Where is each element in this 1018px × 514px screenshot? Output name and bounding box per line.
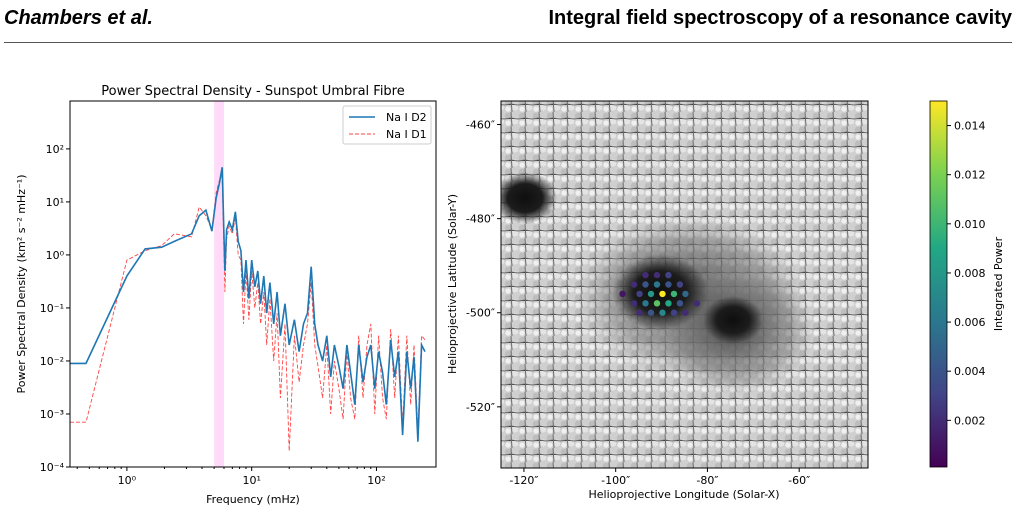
x-tick-label: -120″ <box>509 474 538 487</box>
colorbar-tick-label: 0.002 <box>954 414 986 427</box>
legend-label-d2: Na I D2 <box>386 111 427 124</box>
colorbar: 0.002 0.004 0.006 0.008 0.010 0.012 0.014 Inte… <box>929 100 1005 468</box>
ifu-fibre <box>636 309 643 316</box>
ifu-fibre <box>693 300 701 307</box>
y-tick-label: 10² <box>46 143 64 156</box>
colorbar-ticks: 0.002 0.004 0.006 0.008 0.010 0.012 0.014 <box>947 120 986 427</box>
psd-y-label: Power Spectral Density (km² s⁻² mHz⁻¹) <box>15 175 28 394</box>
ifu-fibre <box>647 290 655 298</box>
psd-plot-title: Power Spectral Density - Sunspot Umbral … <box>101 84 405 99</box>
x-tick-label: -100″ <box>601 474 630 487</box>
running-title: Integral field spectroscopy of a resonan… <box>548 7 1013 29</box>
colorbar-tick-label: 0.004 <box>954 365 986 378</box>
y-tick-label: -500″ <box>466 307 495 320</box>
colorbar-label: Integrated Power <box>992 236 1005 331</box>
x-tick-label: 10² <box>367 474 385 487</box>
y-tick-label: 10⁻⁴ <box>40 461 65 474</box>
ifu-fibre <box>642 281 649 288</box>
x-tick-label: 10⁰ <box>118 474 137 487</box>
psd-x-label: Frequency (mHz) <box>206 493 300 506</box>
psd-x-axis: 10⁰ 10¹ 10² <box>76 467 386 487</box>
umbra-secondary <box>703 296 763 344</box>
sunspot-image-plot: -120″ -100″ -80″ -60″ -460″-480″-500″-520″ … <box>446 100 869 501</box>
y-tick-label: 10⁰ <box>46 249 65 262</box>
y-tick-label: -480″ <box>466 213 495 226</box>
series-line-na-i-d1 <box>70 175 426 452</box>
colorbar-tick-label: 0.008 <box>954 267 986 280</box>
ifu-fibre <box>647 309 655 316</box>
ifu-fibre <box>682 290 689 298</box>
ifu-fibre-group <box>619 271 701 316</box>
y-tick-label: 10⁻³ <box>40 408 64 421</box>
x-tick-label: -60″ <box>788 474 810 487</box>
series-line-na-i-d2 <box>70 167 426 442</box>
colorbar-tick-label: 0.006 <box>954 316 986 329</box>
image-y-label: Helioprojective Latitude (Solar-Y) <box>446 194 459 374</box>
highlight-band <box>214 101 224 467</box>
psd-y-axis: 10⁻⁴ 10⁻³ 10⁻² 10⁻¹ 10⁰ 10¹ 10² <box>40 143 70 474</box>
ifu-fibre <box>676 300 684 307</box>
ifu-fibre <box>659 290 666 298</box>
psd-legend: Na I D2 Na I D1 <box>342 105 432 145</box>
ifu-fibre <box>642 271 649 279</box>
colorbar-tick-label: 0.014 <box>954 120 986 133</box>
ifu-fibre <box>653 300 661 307</box>
ifu-fibre <box>642 300 649 307</box>
y-tick-label: 10⁻² <box>40 355 64 368</box>
x-tick-label: 10¹ <box>242 474 260 487</box>
author-name: Chambers et al. <box>4 7 153 29</box>
ifu-fibre <box>676 281 684 288</box>
ifu-fibre <box>659 309 666 316</box>
ifu-fibre <box>665 300 672 307</box>
psd-plot-frame <box>69 100 437 468</box>
psd-plot: Power Spectral Density - Sunspot Umbral … <box>15 84 437 506</box>
ifu-fibre <box>665 271 672 279</box>
colorbar-tick-label: 0.010 <box>954 218 986 231</box>
image-frame <box>500 100 869 469</box>
ifu-fibre <box>682 309 689 316</box>
y-tick-label: 10⁻¹ <box>40 302 64 315</box>
page-header: Chambers et al. Integral field spectrosc… <box>0 0 1018 46</box>
ifu-fibre <box>653 271 661 279</box>
header-rule <box>4 42 1012 43</box>
pore-dark <box>501 172 557 224</box>
image-x-label: Helioprojective Longitude (Solar-X) <box>589 488 780 501</box>
ifu-fibre <box>630 300 638 307</box>
x-tick-label: -80″ <box>696 474 718 487</box>
sunspot-image <box>501 101 868 468</box>
y-tick-label: 10¹ <box>46 196 64 209</box>
ifu-fibre <box>665 281 672 288</box>
y-tick-label: -520″ <box>466 401 495 414</box>
colorbar-tick-label: 0.012 <box>954 169 986 182</box>
y-tick-label: -460″ <box>466 119 495 132</box>
image-x-axis: -120″ -100″ -80″ -60″ <box>509 468 810 487</box>
image-y-axis: -460″ -480″ -500″ -520″ <box>466 119 501 414</box>
ifu-fibre <box>619 290 626 298</box>
ifu-fibre <box>670 309 678 316</box>
legend-label-d1: Na I D1 <box>386 128 427 141</box>
colorbar-gradient <box>929 100 948 468</box>
ifu-fibre <box>653 281 661 288</box>
ifu-fibre <box>630 281 638 288</box>
ifu-fibre <box>636 290 643 298</box>
psd-series-group <box>70 167 426 452</box>
ifu-fibre <box>670 290 678 298</box>
